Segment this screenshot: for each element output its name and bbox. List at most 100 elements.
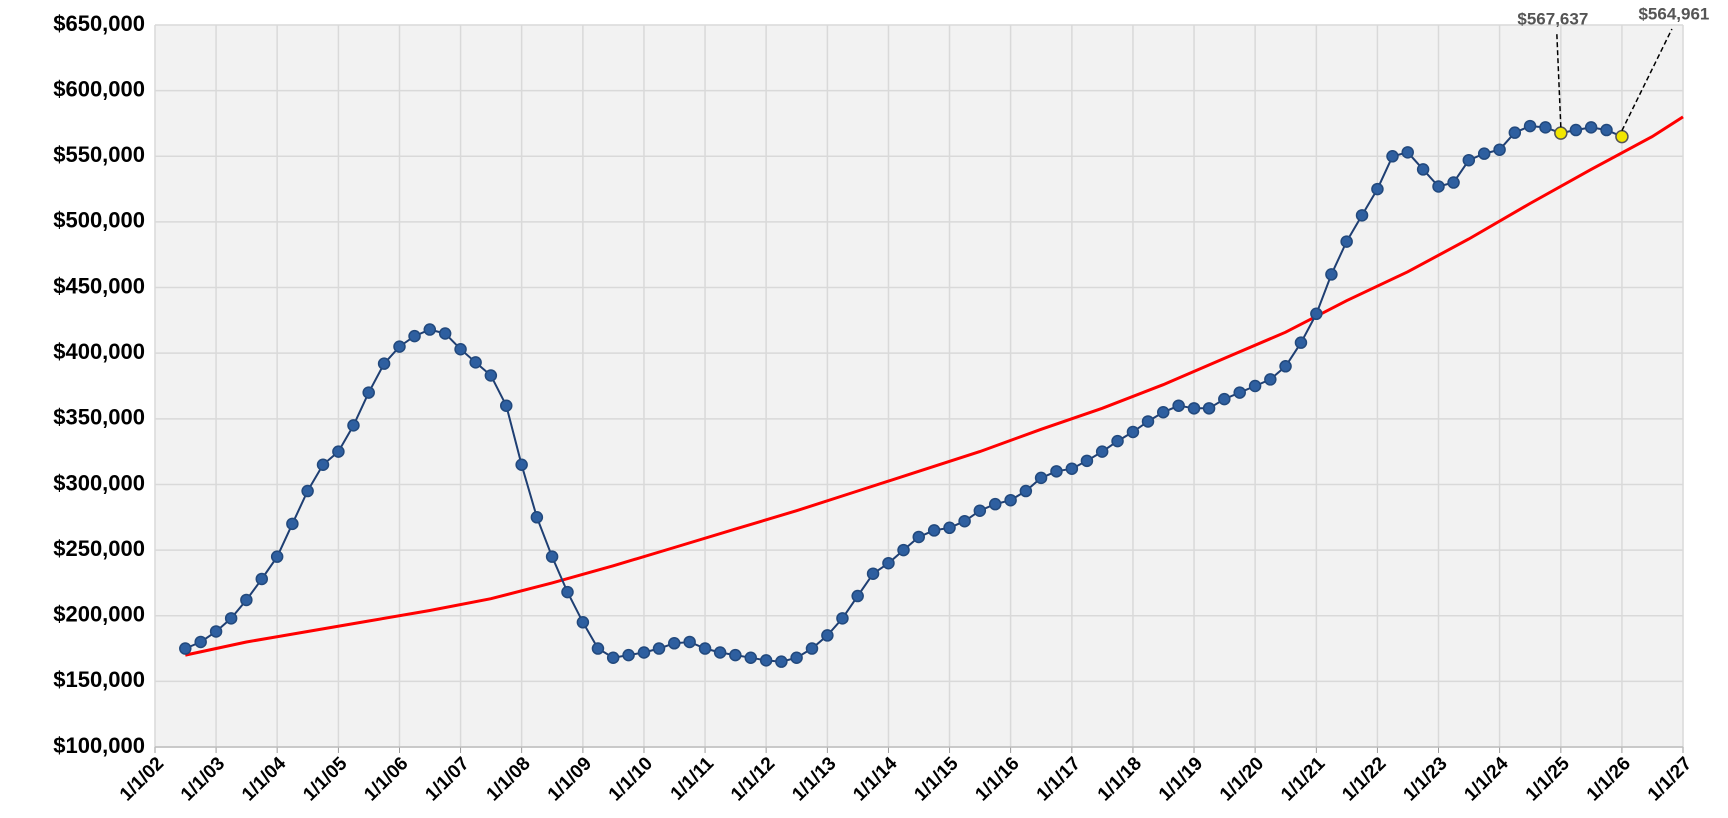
data-point — [1493, 143, 1506, 156]
y-tick-label: $550,000 — [53, 142, 145, 167]
data-point — [377, 357, 391, 370]
data-point — [515, 458, 528, 472]
data-point — [530, 511, 544, 524]
data-point — [1355, 209, 1369, 222]
y-tick-label: $400,000 — [53, 339, 145, 364]
data-point — [591, 642, 605, 655]
data-point — [1600, 123, 1613, 137]
x-tick-label: 1/1/17 — [1033, 753, 1085, 805]
data-point — [545, 550, 559, 563]
x-tick-label: 1/1/09 — [544, 753, 596, 805]
data-point — [1615, 129, 1629, 144]
data-point — [240, 593, 253, 607]
data-point — [652, 642, 666, 655]
data-point — [1202, 402, 1216, 415]
y-tick-label: $450,000 — [53, 273, 145, 298]
data-point — [637, 646, 651, 659]
x-tick-label: 1/1/13 — [788, 753, 840, 805]
x-tick-label: 1/1/10 — [605, 753, 657, 805]
data-point — [408, 329, 421, 343]
x-tick-label: 1/1/21 — [1277, 753, 1330, 806]
data-point — [1401, 146, 1414, 159]
y-tick-label: $200,000 — [53, 602, 145, 627]
data-point — [821, 629, 834, 642]
data-point — [224, 612, 238, 625]
data-point — [606, 651, 620, 664]
data-point — [1218, 392, 1231, 406]
x-tick-label: 1/1/15 — [910, 753, 963, 806]
y-tick-label: $100,000 — [53, 733, 145, 758]
data-point — [775, 655, 788, 668]
data-point — [1554, 126, 1568, 140]
data-point — [1065, 462, 1079, 475]
data-point — [622, 648, 635, 662]
x-tick-label: 1/1/04 — [238, 753, 291, 806]
data-point — [943, 521, 956, 535]
data-point — [790, 651, 803, 664]
data-point — [194, 635, 207, 649]
data-point — [1172, 399, 1185, 412]
x-tick-label: 1/1/23 — [1399, 753, 1451, 805]
data-point — [1156, 406, 1170, 419]
data-point — [1584, 121, 1598, 134]
data-point — [1416, 163, 1430, 176]
data-point — [1004, 493, 1017, 507]
data-point — [683, 635, 696, 649]
data-point — [332, 445, 345, 458]
data-point — [347, 419, 360, 432]
data-point — [866, 567, 880, 580]
data-point — [209, 625, 223, 638]
x-tick-label: 1/1/26 — [1583, 753, 1635, 805]
data-point — [1111, 434, 1124, 448]
data-point — [255, 572, 269, 586]
data-point — [1126, 425, 1140, 439]
data-point — [270, 550, 284, 563]
data-point — [1034, 471, 1048, 485]
x-tick-label: 1/1/16 — [971, 753, 1023, 805]
data-point — [927, 524, 941, 537]
data-point — [988, 497, 1002, 511]
y-tick-label: $650,000 — [53, 11, 145, 36]
y-tick-label: $350,000 — [53, 405, 145, 430]
x-tick-label: 1/1/24 — [1460, 753, 1513, 806]
data-point — [1386, 150, 1399, 163]
y-tick-label: $250,000 — [53, 536, 145, 561]
data-point — [912, 530, 925, 544]
data-point — [1569, 123, 1583, 137]
data-point — [1141, 415, 1155, 428]
x-tick-label: 1/1/08 — [483, 753, 535, 805]
data-point — [1462, 153, 1476, 167]
data-point — [882, 556, 895, 570]
data-point — [561, 585, 574, 599]
data-point — [1279, 360, 1292, 373]
data-point — [1019, 484, 1033, 498]
data-point — [484, 369, 498, 382]
data-point — [454, 342, 467, 356]
x-tick-label: 1/1/18 — [1094, 753, 1146, 805]
data-point — [393, 340, 406, 353]
data-label: $564,961 — [1638, 4, 1709, 23]
data-point — [1264, 373, 1277, 386]
data-point — [316, 458, 330, 472]
data-point — [1539, 121, 1552, 134]
x-tick-label: 1/1/25 — [1522, 753, 1575, 806]
x-tick-label: 1/1/02 — [116, 753, 168, 805]
data-point — [713, 646, 727, 659]
data-point — [1325, 268, 1338, 281]
series-line — [184, 115, 1684, 657]
data-point — [698, 642, 712, 655]
data-point — [851, 589, 864, 603]
data-point — [1187, 402, 1201, 415]
data-label: $567,637 — [1517, 9, 1588, 28]
data-point — [301, 484, 314, 498]
data-point — [1080, 454, 1094, 468]
data-point — [1477, 147, 1491, 160]
y-tick-label: $500,000 — [53, 208, 145, 233]
data-point — [805, 642, 819, 655]
data-point — [1340, 235, 1353, 248]
data-point — [668, 637, 681, 650]
data-point — [836, 612, 849, 625]
y-tick-label: $600,000 — [53, 76, 145, 101]
